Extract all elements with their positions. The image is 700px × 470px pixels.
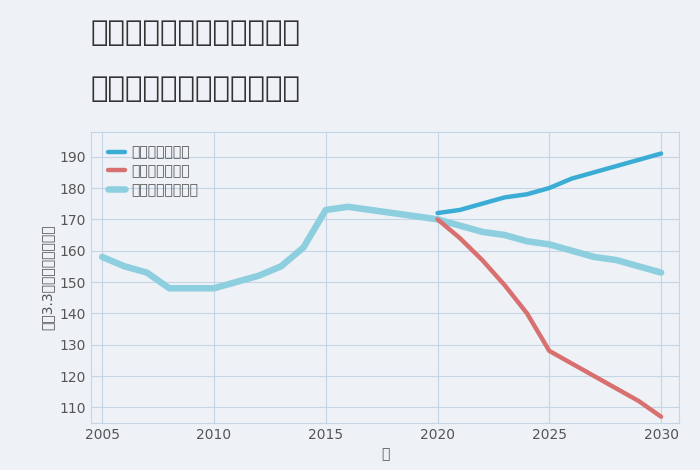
グッドシナリオ bbox=[456, 207, 464, 213]
ノーマルシナリオ bbox=[143, 270, 151, 275]
グッドシナリオ bbox=[612, 163, 621, 169]
ノーマルシナリオ bbox=[612, 257, 621, 263]
グッドシナリオ bbox=[657, 151, 665, 157]
バッドシナリオ bbox=[523, 311, 531, 316]
ノーマルシナリオ bbox=[523, 238, 531, 244]
Line: バッドシナリオ: バッドシナリオ bbox=[438, 219, 661, 417]
ノーマルシナリオ bbox=[411, 213, 419, 219]
Text: 中古マンションの価格推移: 中古マンションの価格推移 bbox=[91, 75, 301, 103]
バッドシナリオ bbox=[456, 235, 464, 241]
ノーマルシナリオ bbox=[433, 217, 442, 222]
Line: グッドシナリオ: グッドシナリオ bbox=[438, 154, 661, 213]
バッドシナリオ bbox=[433, 217, 442, 222]
Text: 奈良県奈良市学園朝日町の: 奈良県奈良市学園朝日町の bbox=[91, 19, 301, 47]
バッドシナリオ bbox=[568, 360, 576, 366]
バッドシナリオ bbox=[657, 414, 665, 420]
グッドシナリオ bbox=[523, 191, 531, 197]
Legend: グッドシナリオ, バッドシナリオ, ノーマルシナリオ: グッドシナリオ, バッドシナリオ, ノーマルシナリオ bbox=[104, 141, 203, 202]
ノーマルシナリオ bbox=[210, 285, 218, 291]
ノーマルシナリオ bbox=[321, 207, 330, 213]
ノーマルシナリオ bbox=[389, 210, 397, 216]
ノーマルシナリオ bbox=[299, 245, 307, 251]
ノーマルシナリオ bbox=[635, 264, 643, 269]
ノーマルシナリオ bbox=[590, 254, 598, 260]
バッドシナリオ bbox=[500, 282, 509, 288]
グッドシナリオ bbox=[433, 210, 442, 216]
X-axis label: 年: 年 bbox=[381, 447, 389, 462]
ノーマルシナリオ bbox=[366, 207, 375, 213]
グッドシナリオ bbox=[545, 185, 554, 191]
ノーマルシナリオ bbox=[255, 273, 263, 279]
グッドシナリオ bbox=[590, 170, 598, 175]
ノーマルシナリオ bbox=[188, 285, 196, 291]
グッドシナリオ bbox=[478, 201, 486, 206]
ノーマルシナリオ bbox=[344, 204, 352, 210]
ノーマルシナリオ bbox=[276, 264, 285, 269]
ノーマルシナリオ bbox=[568, 248, 576, 253]
Line: ノーマルシナリオ: ノーマルシナリオ bbox=[102, 207, 661, 288]
グッドシナリオ bbox=[500, 195, 509, 200]
ノーマルシナリオ bbox=[500, 232, 509, 238]
ノーマルシナリオ bbox=[165, 285, 174, 291]
ノーマルシナリオ bbox=[120, 264, 129, 269]
ノーマルシナリオ bbox=[98, 254, 106, 260]
ノーマルシナリオ bbox=[657, 270, 665, 275]
グッドシナリオ bbox=[635, 157, 643, 163]
ノーマルシナリオ bbox=[478, 229, 486, 235]
バッドシナリオ bbox=[545, 348, 554, 354]
ノーマルシナリオ bbox=[456, 223, 464, 228]
ノーマルシナリオ bbox=[232, 279, 241, 285]
ノーマルシナリオ bbox=[545, 242, 554, 247]
Y-axis label: 坪（3.3㎡）単価（万円）: 坪（3.3㎡）単価（万円） bbox=[40, 225, 54, 330]
バッドシナリオ bbox=[478, 257, 486, 263]
グッドシナリオ bbox=[568, 176, 576, 181]
バッドシナリオ bbox=[590, 373, 598, 379]
バッドシナリオ bbox=[635, 398, 643, 404]
バッドシナリオ bbox=[612, 386, 621, 392]
